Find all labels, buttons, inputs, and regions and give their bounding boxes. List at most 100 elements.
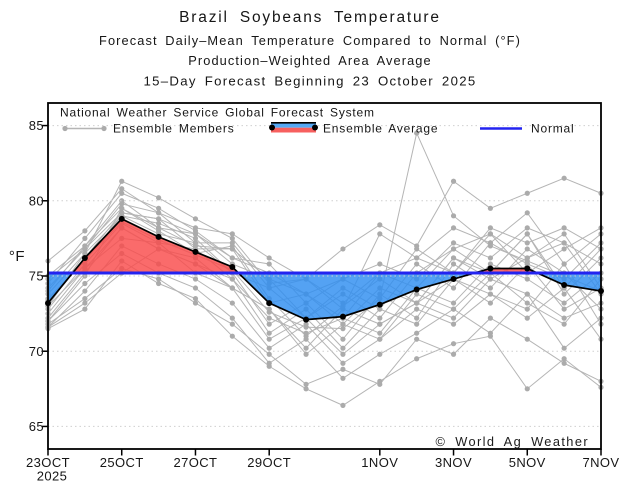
ensemble-average-dot — [118, 215, 125, 222]
ensemble-member-dot — [82, 228, 88, 234]
ensemble-member-dot — [266, 345, 272, 351]
ensemble-member-dot — [303, 381, 309, 387]
ensemble-member-dot — [119, 190, 125, 196]
ensemble-member-dot — [156, 216, 162, 222]
ensemble-member-dot — [266, 363, 272, 369]
ensemble-member-dot — [229, 333, 235, 339]
ensemble-member-dot — [450, 300, 457, 306]
ensemble-member-dot — [192, 216, 199, 222]
ensemble-average-dot — [524, 265, 531, 272]
ensemble-member-dot — [524, 210, 530, 216]
ensemble-member-dot — [340, 375, 346, 381]
ensemble-member-dot — [561, 225, 567, 231]
ensemble-member-dot — [450, 341, 457, 347]
ensemble-member-dot — [414, 330, 420, 336]
plot-frame — [47, 102, 602, 450]
ensemble-member-dot — [377, 321, 383, 327]
ensemble-average-dot — [561, 282, 568, 289]
x-tick-label: 5NOV — [509, 455, 546, 470]
ensemble-member-dot — [487, 255, 493, 261]
ensemble-member-dot — [561, 356, 567, 362]
legend-ensemble-average: Ensemble Average — [269, 122, 438, 136]
ensemble-member-dot — [524, 336, 530, 342]
x-tick-label: 3NOV — [435, 455, 472, 470]
ensemble-member-dot — [303, 336, 309, 342]
ensemble-average-legend-dot — [269, 124, 275, 131]
ensemble-member-dot — [229, 276, 235, 282]
ensemble-member-dot — [119, 210, 125, 216]
x-tick-label: 1NOV — [361, 455, 398, 470]
legend-header: National Weather Service Global Forecast… — [60, 106, 375, 120]
ensemble-member-legend-dot — [62, 125, 68, 132]
ensemble-member-dot — [524, 386, 530, 392]
ensemble-member-dot — [414, 356, 420, 362]
ensemble-member-dot — [266, 261, 272, 267]
below-normal-fill — [238, 272, 475, 320]
legend-average-label: Ensemble Average — [323, 122, 438, 136]
ensemble-member-dot — [266, 255, 272, 261]
y-tick-label: 75 — [29, 269, 44, 284]
ensemble-average-legend-dot — [312, 124, 318, 131]
ensemble-member-dot — [82, 300, 88, 306]
above-normal-legend-swatch — [271, 123, 316, 128]
ensemble-average-dot — [487, 265, 494, 272]
ensemble-member-dot — [229, 255, 235, 261]
x-tick-label: 29OCT — [247, 455, 291, 470]
ensemble-average-dot — [376, 301, 383, 308]
x-tick-label: 23OCT — [26, 455, 70, 470]
ensemble-average-dot — [339, 313, 346, 320]
ensemble-member-dot — [524, 246, 530, 252]
ensemble-member-dot — [524, 300, 530, 306]
ensemble-member-dot — [414, 243, 420, 249]
ensemble-member-dot — [450, 225, 457, 231]
ensemble-member-dot — [524, 291, 530, 297]
ensemble-member-dot — [524, 276, 530, 282]
legend-members-label: Ensemble Members — [113, 122, 235, 136]
chart-legend: National Weather Service Global Forecast… — [60, 106, 574, 136]
chart-subtitle-1: Forecast Daily–Mean Temperature Compared… — [99, 33, 521, 48]
below-normal-fill — [537, 272, 601, 292]
ensemble-member-dot — [340, 351, 346, 357]
ensemble-member-dot — [524, 190, 530, 196]
chart-subtitle-2: Production–Weighted Area Average — [188, 53, 432, 68]
ensemble-member-dot — [156, 276, 162, 282]
ensemble-average-dot — [229, 263, 236, 270]
ensemble-member-dot — [377, 222, 383, 228]
ensemble-member-dot — [450, 321, 457, 327]
ensemble-member-dot — [450, 306, 457, 312]
ensemble-member-dot — [450, 240, 457, 246]
ensemble-member-dot — [561, 246, 567, 252]
ensemble-member-dot — [377, 306, 383, 312]
ensemble-average-dot — [81, 254, 88, 261]
ensemble-member-dot — [82, 280, 88, 287]
ensemble-member-dot — [266, 336, 272, 342]
ensemble-member-dot — [82, 235, 88, 241]
ensemble-member-dot — [340, 402, 346, 408]
ensemble-member-dot — [377, 231, 383, 237]
ensemble-member-dot — [192, 225, 199, 231]
ensemble-member-dot — [487, 276, 493, 282]
ensemble-member-dot — [119, 205, 125, 211]
ensemble-member-dot — [450, 285, 457, 291]
ensemble-member-dot — [229, 246, 235, 252]
ensemble-member-dot — [377, 378, 383, 384]
ensemble-member-dot — [414, 255, 420, 261]
ensemble-member-dot — [414, 315, 420, 321]
ensemble-member-dot — [340, 345, 346, 351]
legend-normal: Normal — [480, 122, 574, 136]
ensemble-member-dot — [487, 231, 493, 237]
ensemble-member-dot — [450, 315, 457, 321]
ensemble-member-dot — [303, 330, 309, 336]
ensemble-average-dot — [192, 248, 199, 255]
ensemble-member-dot — [487, 243, 493, 249]
ensemble-average-dot — [450, 276, 457, 283]
above-normal-fill — [72, 218, 239, 273]
ensemble-member-dot — [192, 235, 199, 241]
ensemble-member-dot — [487, 205, 493, 211]
ensemble-member-dot — [119, 186, 125, 192]
ensemble-member-dot — [450, 255, 457, 261]
x-tick-label: 25OCT — [100, 455, 144, 470]
ensemble-member-dot — [450, 351, 457, 357]
ensemble-member-dot — [229, 240, 235, 246]
